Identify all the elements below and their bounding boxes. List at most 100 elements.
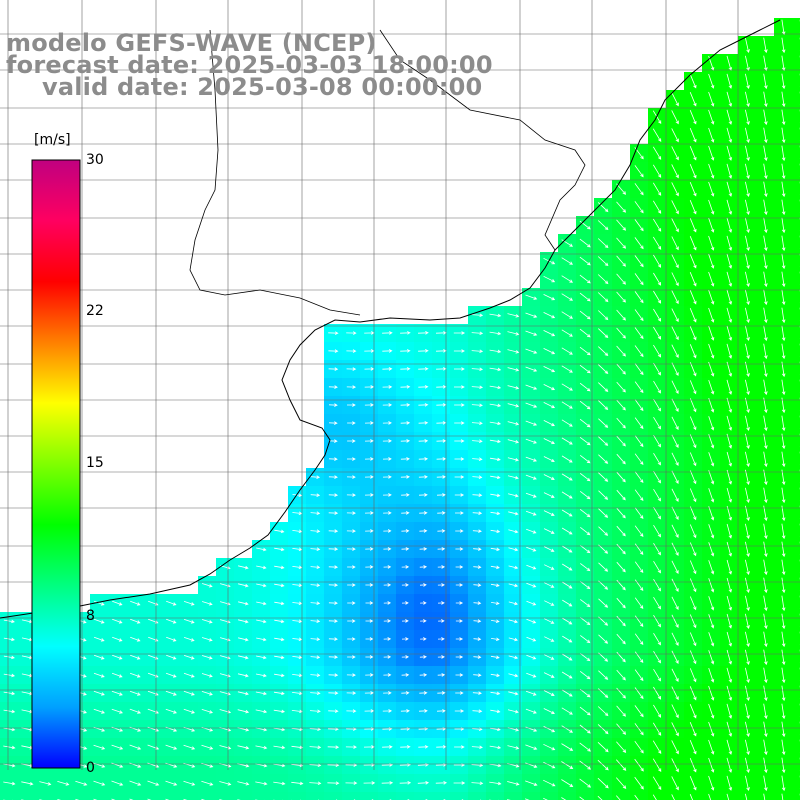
wind-arrow <box>364 439 374 443</box>
wind-arrow <box>634 363 644 376</box>
wind-arrow <box>364 691 374 695</box>
wind-arrow <box>111 744 124 750</box>
wind-arrow <box>455 691 464 695</box>
wind-arrow <box>418 493 428 497</box>
wind-arrow <box>455 565 464 569</box>
wind-arrow <box>382 403 393 407</box>
wind-arrow <box>75 780 88 786</box>
wind-arrow <box>455 655 464 659</box>
wind-arrow <box>489 745 502 750</box>
wind-arrow <box>671 794 675 800</box>
wind-arrow <box>726 793 730 800</box>
wind-arrow <box>634 687 644 700</box>
wind-arrow <box>634 543 644 555</box>
wind-arrow <box>579 472 591 482</box>
wind-arrow <box>3 691 16 696</box>
wind-arrow <box>579 238 591 248</box>
wind-arrow <box>708 685 715 701</box>
wind-arrow <box>525 438 537 444</box>
wind-arrow <box>763 217 768 234</box>
wind-arrow <box>652 236 662 250</box>
wind-arrow <box>689 668 697 683</box>
wind-arrow <box>400 745 411 749</box>
wind-arrow <box>634 615 644 627</box>
wind-arrow <box>365 601 374 605</box>
wind-arrow <box>745 757 750 773</box>
wind-cell <box>792 108 800 127</box>
wind-arrow <box>525 402 538 408</box>
wind-arrow <box>383 511 392 515</box>
wind-arrow <box>745 415 750 431</box>
wind-arrow <box>418 403 429 407</box>
wind-arrow <box>507 475 519 480</box>
wind-arrow <box>471 403 483 407</box>
wind-arrow <box>453 349 465 353</box>
wind-arrow <box>346 475 356 479</box>
wind-arrow <box>763 757 768 774</box>
wind-arrow <box>3 763 16 768</box>
wind-arrow <box>689 200 697 215</box>
wind-arrow <box>508 511 519 516</box>
wind-arrow <box>671 632 679 646</box>
wind-arrow <box>781 235 786 252</box>
wind-cell <box>54 792 73 800</box>
wind-arrow <box>653 416 661 430</box>
wind-arrow <box>671 380 679 395</box>
wind-arrow <box>238 619 249 624</box>
wind-arrow <box>273 727 286 732</box>
wind-arrow <box>526 654 537 660</box>
wind-arrow <box>708 145 715 161</box>
wind-arrow <box>400 439 411 443</box>
wind-arrow <box>561 761 574 769</box>
wind-arrow <box>525 420 538 426</box>
wind-arrow <box>634 740 644 754</box>
wind-arrow <box>726 235 733 251</box>
wind-arrow <box>708 127 715 143</box>
wind-arrow <box>745 271 750 287</box>
wind-cell <box>792 792 800 800</box>
wind-arrow <box>653 614 661 628</box>
wind-arrow <box>561 311 574 319</box>
wind-arrow <box>93 708 105 714</box>
wind-arrow <box>382 421 392 425</box>
wind-arrow <box>726 127 733 143</box>
wind-arrow <box>93 654 105 660</box>
wind-arrow <box>489 331 502 336</box>
wind-arrow <box>543 438 555 445</box>
wind-cell <box>144 792 163 800</box>
colorbar-tick-30: 30 <box>86 152 104 168</box>
wind-arrow <box>597 274 609 285</box>
wind-arrow <box>726 685 733 701</box>
wind-arrow <box>365 619 374 623</box>
wind-arrow <box>3 709 16 714</box>
wind-arrow <box>708 361 715 377</box>
wind-arrow <box>763 775 768 792</box>
wind-arrow <box>382 367 393 371</box>
wind-arrow <box>544 654 555 660</box>
wind-arrow <box>671 416 679 430</box>
wind-arrow <box>473 673 482 677</box>
wind-arrow <box>726 739 733 755</box>
wind-arrow <box>745 631 750 647</box>
wind-arrow <box>726 667 733 683</box>
wind-arrow <box>201 637 213 642</box>
wind-arrow <box>454 745 465 749</box>
wind-cell <box>792 270 800 289</box>
wind-arrow <box>383 691 392 695</box>
wind-arrow <box>653 380 661 394</box>
wind-cell <box>648 792 667 800</box>
wind-arrow <box>383 601 392 605</box>
wind-arrow <box>329 439 338 443</box>
wind-arrow <box>454 367 465 371</box>
wind-arrow <box>274 619 285 624</box>
wind-arrow <box>689 128 697 143</box>
wind-arrow <box>653 272 662 286</box>
wind-arrow <box>781 253 786 270</box>
inland-border <box>189 29 586 316</box>
wind-arrow <box>183 690 195 696</box>
wind-arrow <box>219 745 232 750</box>
wind-arrow <box>689 92 697 107</box>
wind-arrow <box>597 202 609 213</box>
wind-cell <box>180 792 199 800</box>
wind-arrow <box>597 724 609 735</box>
